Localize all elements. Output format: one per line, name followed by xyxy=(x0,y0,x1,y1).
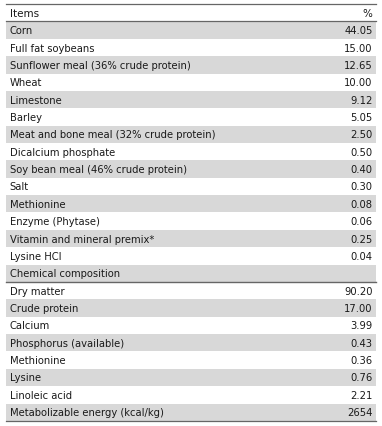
Text: 2.50: 2.50 xyxy=(350,130,372,140)
Text: Soy bean meal (46% crude protein): Soy bean meal (46% crude protein) xyxy=(10,165,186,175)
Text: 90.20: 90.20 xyxy=(344,286,372,296)
Text: Limestone: Limestone xyxy=(10,95,61,105)
Text: Methionine: Methionine xyxy=(10,199,65,209)
Text: Methionine: Methionine xyxy=(10,355,65,365)
Bar xyxy=(6,57,376,75)
Text: Metabolizable energy (kcal/kg): Metabolizable energy (kcal/kg) xyxy=(10,407,163,417)
Text: Full fat soybeans: Full fat soybeans xyxy=(10,43,94,53)
Bar xyxy=(6,403,376,421)
Text: Corn: Corn xyxy=(10,26,33,36)
Text: 0.43: 0.43 xyxy=(350,338,372,348)
Text: 0.76: 0.76 xyxy=(350,373,372,383)
Text: 0.30: 0.30 xyxy=(350,182,372,192)
Bar xyxy=(6,5,376,23)
Text: Vitamin and mineral premix*: Vitamin and mineral premix* xyxy=(10,234,154,244)
Text: 9.12: 9.12 xyxy=(350,95,372,105)
Bar xyxy=(6,334,376,351)
Bar xyxy=(6,369,376,386)
Text: %: % xyxy=(363,9,372,19)
Text: Phosphorus (available): Phosphorus (available) xyxy=(10,338,124,348)
Text: 0.06: 0.06 xyxy=(350,217,372,227)
Text: 15.00: 15.00 xyxy=(344,43,372,53)
Text: 0.36: 0.36 xyxy=(350,355,372,365)
Bar xyxy=(6,265,376,282)
Text: 3.99: 3.99 xyxy=(350,321,372,331)
Text: Meat and bone meal (32% crude protein): Meat and bone meal (32% crude protein) xyxy=(10,130,215,140)
Text: Lysine: Lysine xyxy=(10,373,40,383)
Text: 5.05: 5.05 xyxy=(350,113,372,123)
Text: Sunflower meal (36% crude protein): Sunflower meal (36% crude protein) xyxy=(10,61,190,71)
Text: Wheat: Wheat xyxy=(10,78,42,88)
Bar xyxy=(6,161,376,178)
Text: 2.21: 2.21 xyxy=(350,390,372,400)
Text: 0.08: 0.08 xyxy=(350,199,372,209)
Text: Calcium: Calcium xyxy=(10,321,50,331)
Text: Crude protein: Crude protein xyxy=(10,303,78,313)
Bar xyxy=(6,299,376,317)
Text: Items: Items xyxy=(10,9,39,19)
Text: Dry matter: Dry matter xyxy=(10,286,64,296)
Text: 17.00: 17.00 xyxy=(344,303,372,313)
Text: Lysine HCl: Lysine HCl xyxy=(10,251,61,261)
Text: 10.00: 10.00 xyxy=(344,78,372,88)
Bar xyxy=(6,230,376,248)
Text: 2654: 2654 xyxy=(347,407,372,417)
Text: Barley: Barley xyxy=(10,113,42,123)
Text: 0.04: 0.04 xyxy=(350,251,372,261)
Text: Dicalcium phosphate: Dicalcium phosphate xyxy=(10,147,115,157)
Text: Linoleic acid: Linoleic acid xyxy=(10,390,72,400)
Bar xyxy=(6,92,376,109)
Text: Enzyme (Phytase): Enzyme (Phytase) xyxy=(10,217,99,227)
Text: 0.40: 0.40 xyxy=(350,165,372,175)
Text: 12.65: 12.65 xyxy=(344,61,372,71)
Bar xyxy=(6,23,376,40)
Text: Chemical composition: Chemical composition xyxy=(10,269,120,279)
Text: 0.50: 0.50 xyxy=(350,147,372,157)
Text: Salt: Salt xyxy=(10,182,29,192)
Text: 0.25: 0.25 xyxy=(350,234,372,244)
Bar xyxy=(6,196,376,213)
Bar xyxy=(6,127,376,144)
Text: 44.05: 44.05 xyxy=(344,26,372,36)
